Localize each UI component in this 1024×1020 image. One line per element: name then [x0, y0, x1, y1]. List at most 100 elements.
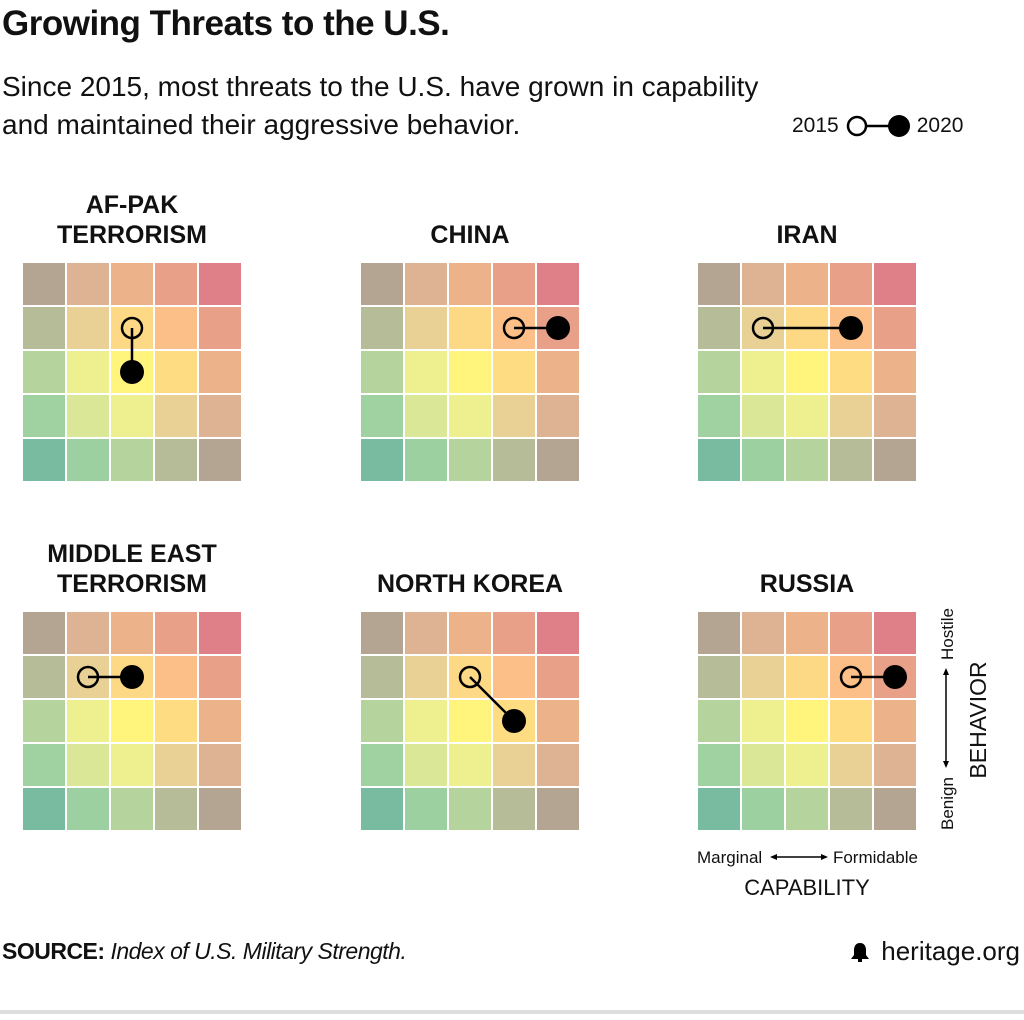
page-title: Growing Threats to the U.S. — [2, 4, 450, 43]
panel-russia: RUSSIA — [698, 570, 916, 830]
marker-2015 — [839, 665, 863, 689]
marker-2020 — [546, 316, 570, 340]
grid-cell — [405, 700, 447, 742]
grid-cell — [493, 612, 535, 654]
grid-cell — [155, 263, 197, 305]
grid-cell — [449, 351, 491, 393]
marker-2015 — [76, 665, 100, 689]
grid-cell — [449, 788, 491, 830]
panel-north-korea: NORTH KOREA — [361, 570, 579, 830]
grid-cell — [199, 307, 241, 349]
grid-cell — [23, 788, 65, 830]
grid-cell — [23, 656, 65, 698]
grid-cell — [67, 744, 109, 786]
marker-2015 — [458, 665, 482, 689]
grid-cell — [449, 744, 491, 786]
grid-cell — [23, 744, 65, 786]
grid-cell — [698, 439, 740, 481]
grid-cell — [199, 744, 241, 786]
marker-2020 — [883, 665, 907, 689]
grid-cell — [23, 263, 65, 305]
grid-cell — [155, 351, 197, 393]
grid-cell — [155, 788, 197, 830]
grid-cell — [698, 263, 740, 305]
grid-cell — [361, 307, 403, 349]
source-text: Index of U.S. Military Strength. — [110, 938, 407, 964]
grid-cell — [155, 656, 197, 698]
brand-label: heritage.org — [881, 936, 1020, 966]
grid-cell — [111, 788, 153, 830]
panel-title: MIDDLE EAST — [47, 540, 216, 568]
grid-cell — [698, 788, 740, 830]
grid-cell — [405, 744, 447, 786]
grid-cell — [361, 395, 403, 437]
legend-start-label: 2015 — [792, 114, 839, 137]
grid-cell — [405, 395, 447, 437]
grid-cell — [155, 744, 197, 786]
grid-cell — [155, 307, 197, 349]
grid-cell — [742, 439, 784, 481]
grid-cell — [874, 351, 916, 393]
panel-title: RUSSIA — [760, 570, 854, 598]
panel-title: CHINA — [430, 221, 509, 249]
grid-cell — [361, 788, 403, 830]
grid-cell — [698, 351, 740, 393]
grid-cell — [537, 612, 579, 654]
panel-title: AF-PAK — [86, 191, 179, 219]
grid-cell — [361, 656, 403, 698]
grid-cell — [361, 439, 403, 481]
source-note: SOURCE: Index of U.S. Military Strength. — [2, 938, 407, 965]
grid-cell — [449, 700, 491, 742]
grid-cell — [23, 439, 65, 481]
grid-cell — [67, 395, 109, 437]
grid-cell — [537, 351, 579, 393]
panel-title: IRAN — [776, 221, 837, 249]
grid-cell — [155, 439, 197, 481]
grid-cell — [111, 263, 153, 305]
grid-cell — [199, 439, 241, 481]
panel-title: TERRORISM — [57, 221, 207, 249]
grid-cell — [786, 351, 828, 393]
grid-cell — [23, 612, 65, 654]
grid-cell — [830, 351, 872, 393]
grid-cell — [361, 612, 403, 654]
x-range-label-low: Marginal — [697, 848, 762, 867]
marker-2020 — [839, 316, 863, 340]
grid-cell — [698, 307, 740, 349]
grid-cell — [199, 351, 241, 393]
grid-cell — [111, 744, 153, 786]
grid-cell — [537, 263, 579, 305]
grid-cell — [830, 263, 872, 305]
grid-cell — [67, 307, 109, 349]
grid-cell — [23, 700, 65, 742]
grid-cell — [830, 700, 872, 742]
grid-cell — [698, 395, 740, 437]
grid-cell — [449, 612, 491, 654]
grid-cell — [786, 788, 828, 830]
grid-cell — [698, 656, 740, 698]
grid-cell — [698, 700, 740, 742]
grid-cell — [874, 263, 916, 305]
source-label: SOURCE: — [2, 938, 105, 964]
grid-cell — [199, 788, 241, 830]
grid-cell — [698, 612, 740, 654]
grid-cell — [830, 788, 872, 830]
grid-cell — [405, 263, 447, 305]
brand: heritage.org — [849, 936, 1020, 967]
grid-cell — [742, 788, 784, 830]
grid-cell — [537, 439, 579, 481]
grid-cell — [111, 439, 153, 481]
grid-cell — [830, 395, 872, 437]
grid-cell — [742, 700, 784, 742]
grid-cell — [111, 700, 153, 742]
grid-cell — [874, 700, 916, 742]
grid-cell — [361, 263, 403, 305]
marker-2020 — [120, 665, 144, 689]
grid-cell — [742, 263, 784, 305]
grid-cell — [67, 700, 109, 742]
grid-cell — [199, 395, 241, 437]
grid-cell — [493, 788, 535, 830]
grid-cell — [111, 612, 153, 654]
